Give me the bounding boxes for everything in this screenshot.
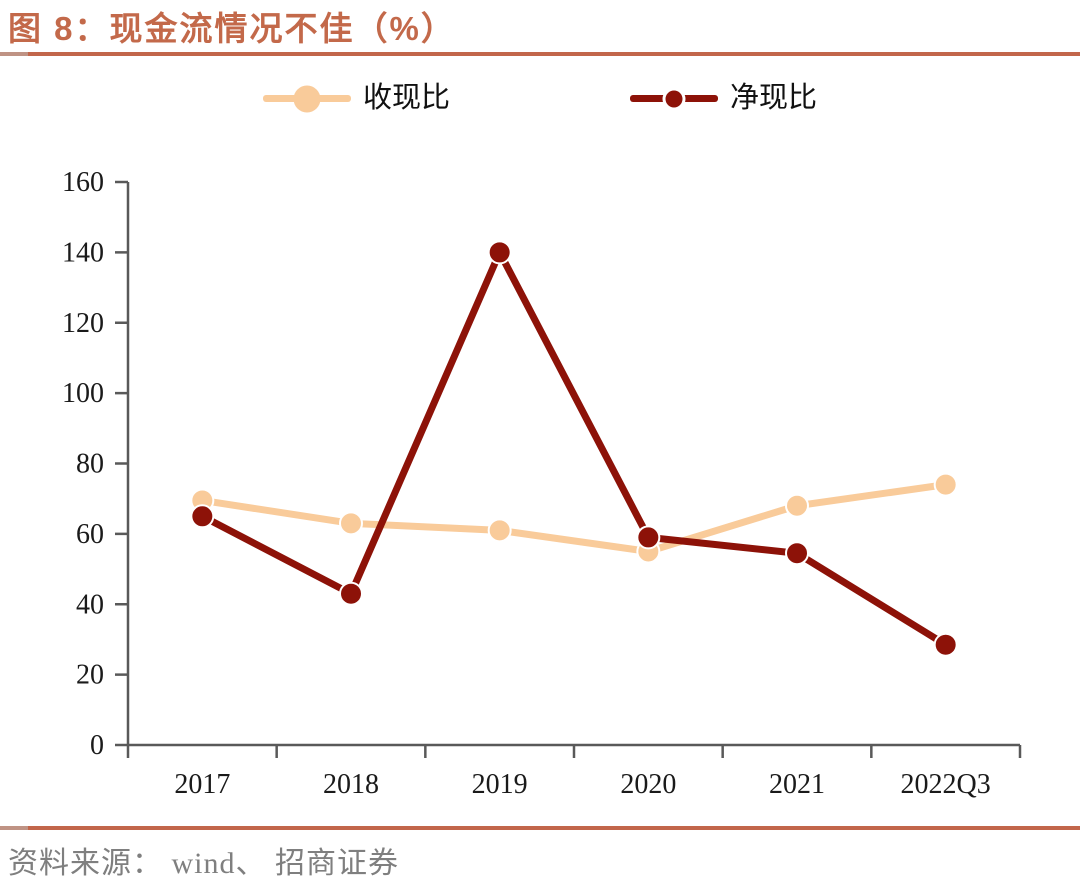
y-axis-tick-label: 0	[90, 730, 104, 761]
series-0-line	[201, 481, 947, 555]
y-axis-tick-label: 100	[62, 378, 104, 409]
y-axis-tick-label: 140	[62, 237, 104, 268]
y-axis-tick-label: 60	[76, 519, 104, 550]
legend-label-jingxianbi: 净现比	[730, 82, 818, 114]
series-1-marker-2022Q3	[933, 632, 958, 657]
footer-divider	[0, 826, 1080, 830]
y-axis-tick-label: 160	[62, 167, 104, 198]
legend-dot-icon	[665, 90, 683, 107]
header-divider	[0, 52, 1080, 56]
figure-title: 图 8：现金流情况不佳（%）	[8, 10, 456, 47]
x-axis-tick-label: 2022Q3	[901, 769, 991, 800]
x-axis-tick-label: 2021	[769, 769, 825, 800]
legend-label-shouxianbi: 收现比	[362, 82, 450, 114]
y-axis-tick-label: 20	[76, 660, 104, 691]
legend-dot-icon	[293, 85, 321, 112]
chart-legend: 收现比 净现比	[0, 84, 1080, 113]
legend-item-jingxianbi: 净现比	[630, 84, 817, 113]
y-axis-tick-label: 40	[76, 589, 104, 620]
series-1-marker-2017	[190, 504, 215, 529]
legend-line-marker-icon	[630, 90, 718, 107]
x-axis-tick-label: 2020	[620, 769, 676, 800]
y-axis-tick-label: 80	[76, 449, 104, 480]
legend-line-marker-icon	[262, 85, 351, 112]
y-axis-tick-label: 120	[62, 308, 104, 339]
series-1-marker-2018	[339, 581, 363, 606]
series-0-marker-2018	[339, 511, 363, 536]
chart-svg: 0 20 40 60 80 100 120 140 160 2017 2018 2019 2020 202…	[62, 167, 1022, 800]
x-axis-tick-label: 2017	[174, 769, 230, 800]
header-divider-main-segment	[28, 52, 1080, 56]
footer-divider-left-segment	[0, 826, 28, 830]
series-0-marker-2022Q3	[933, 472, 958, 497]
footer-divider-main-segment	[28, 826, 1080, 830]
x-axis-tick-label: 2019	[472, 769, 528, 800]
header-divider-left-segment	[0, 52, 28, 56]
series-1-marker-2021	[785, 541, 809, 566]
legend-item-shouxianbi: 收现比	[262, 82, 450, 114]
series-0-marker-2021	[785, 493, 809, 518]
source-note: 资料来源： wind、 招商证券	[8, 847, 399, 880]
series-0-marker-2019	[487, 518, 512, 543]
series-1-marker-2020	[636, 525, 661, 550]
series-1-line	[200, 248, 948, 648]
x-axis-tick-label: 2018	[323, 769, 379, 800]
series-1-marker-2019	[487, 240, 512, 265]
